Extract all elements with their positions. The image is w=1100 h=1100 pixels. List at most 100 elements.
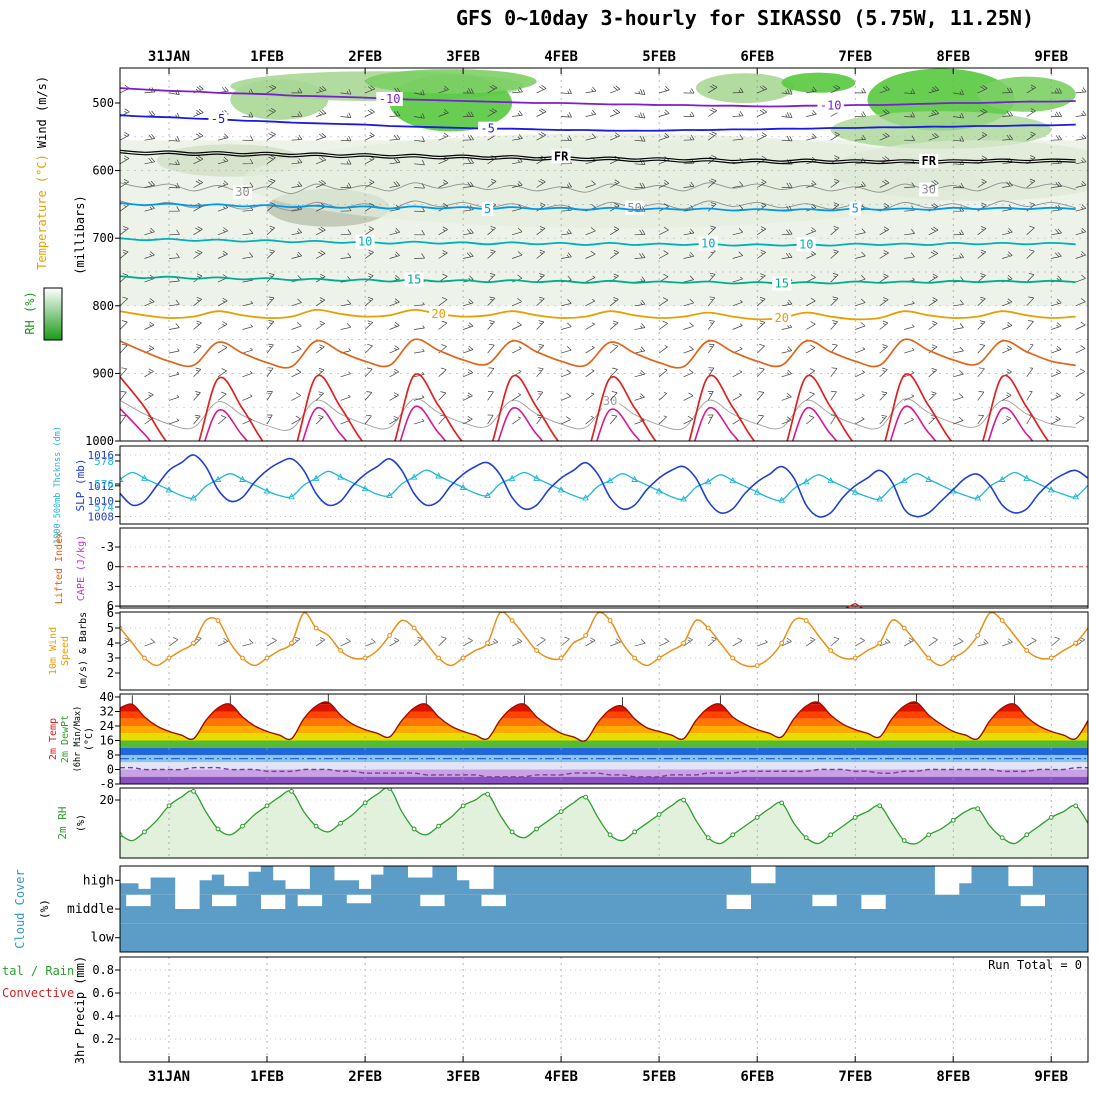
rh-marker	[950, 817, 956, 823]
axis-tick-label: 20	[100, 793, 114, 807]
time-label-top: 7FEB	[838, 49, 872, 65]
temp-band	[120, 701, 1088, 705]
axis-tick-label: 1008	[88, 511, 115, 524]
wind-speed-marker	[926, 655, 932, 661]
rh-shading-blob	[781, 72, 856, 93]
time-label-bottom: 5FEB	[642, 1069, 676, 1085]
wind-speed-marker	[754, 663, 760, 668]
axis-tick-label: 578	[94, 455, 114, 468]
axis-tick-label: 6	[107, 599, 114, 613]
axis-tick-label: 4	[107, 636, 114, 650]
wind-barbs-level-730	[120, 249, 1086, 259]
axis-tick-label: 576	[94, 478, 114, 491]
wind-speed-marker	[1024, 648, 1030, 653]
temp-contour-20	[120, 308, 1076, 321]
dewpoint-line	[120, 766, 1088, 778]
rh-marker	[803, 835, 809, 841]
temp-band	[120, 733, 1088, 741]
ylabel-temperature: Temperature (°C)	[35, 154, 49, 270]
axis-tick-label: 40	[100, 690, 114, 704]
temp-band	[120, 762, 1088, 770]
rh-marker	[926, 832, 932, 838]
axis-tick-label: 800	[92, 299, 114, 313]
wind-speed-marker	[215, 618, 221, 623]
wind-speed-marker	[632, 655, 637, 661]
contour-label: 10	[358, 235, 372, 249]
contour-label: -10	[820, 99, 842, 113]
rh-marker	[877, 803, 883, 809]
axis-tick-label: 5	[107, 621, 114, 635]
rh-marker	[1024, 832, 1030, 838]
contour-label: 30	[921, 183, 935, 197]
wind-barbs-level-835	[120, 320, 1086, 330]
rh-fill	[120, 788, 1088, 858]
temp-contour-15	[120, 275, 1076, 285]
wind-barbs-10m	[120, 636, 1086, 647]
run-total-label: Run Total = 0	[988, 958, 1082, 972]
rh-marker	[191, 788, 196, 794]
wind-barbs-level-485	[120, 84, 1087, 96]
panel-precip	[120, 957, 1088, 1062]
contour-label: 10	[701, 237, 715, 251]
wind-speed-marker	[264, 655, 270, 661]
axis-tick-label: 0	[107, 763, 114, 777]
temp-contour-sfc	[120, 373, 1050, 441]
cloud-row-label: middle	[67, 902, 114, 917]
time-label-top: 9FEB	[1034, 49, 1068, 65]
contour-label-bg	[817, 98, 844, 113]
wind-speed-marker	[289, 640, 294, 646]
panel-2m-temp-border	[119, 693, 1089, 785]
ylabel-cloud-cover: Cloud Cover	[13, 869, 27, 948]
slp-line	[120, 454, 1088, 518]
rh-marker	[411, 826, 417, 832]
wind-speed-marker	[999, 618, 1005, 623]
contour-label: 5	[852, 202, 859, 216]
contour-label-bg	[429, 306, 449, 321]
thickness-markers	[120, 472, 1080, 503]
contour-label-bg	[919, 182, 939, 197]
axis-tick-label: 700	[92, 231, 114, 245]
time-label-top: 31JAN	[148, 49, 190, 65]
time-label-bottom: 8FEB	[936, 1069, 970, 1085]
ylabel-cloud-units: (%)	[38, 899, 51, 919]
time-label-top: 8FEB	[936, 49, 970, 65]
ylabel-degc: (°C)	[84, 727, 95, 751]
wind-speed-marker	[950, 655, 956, 661]
panel-2m-rh	[120, 788, 1088, 858]
wind-speed-marker	[338, 648, 344, 653]
axis-tick-label: 3	[107, 579, 114, 593]
contour-label: 50	[627, 201, 641, 215]
rh-marker	[436, 823, 442, 829]
legend-total-rain: tal / Rain	[2, 964, 74, 978]
panel-li-cape	[120, 528, 1088, 608]
wind-speed-marker	[779, 640, 785, 646]
wind-speed-marker	[411, 625, 417, 631]
rh-marker	[607, 832, 613, 838]
temp-band	[120, 747, 1088, 756]
time-label-bottom: 1FEB	[250, 1069, 284, 1085]
axis-tick-label: 2	[107, 666, 114, 680]
rh-marker	[460, 803, 466, 809]
contour-label: -10	[379, 92, 401, 106]
wind-speed-marker	[1048, 655, 1054, 661]
axis-tick-label: 32	[100, 705, 114, 719]
contour-label-bg	[919, 154, 939, 169]
wind-speed-marker	[730, 655, 736, 661]
temp-band	[120, 769, 1088, 777]
temp-contour-sfc	[120, 338, 1076, 369]
rh-marker	[656, 812, 662, 817]
axis-tick-label: 8	[107, 748, 114, 762]
contour-label: FR	[921, 154, 936, 168]
contour-label-bg	[698, 236, 718, 251]
rh-shading-blob	[977, 76, 1076, 112]
wind-speed-marker	[583, 633, 588, 638]
wind-speed-marker	[828, 648, 834, 653]
time-label-bottom: 7FEB	[838, 1069, 872, 1085]
rh-marker	[975, 806, 981, 812]
temp-contour-10	[120, 237, 1076, 247]
panel-upper-air: 30 30 50 30 -10 -10 -5 -5 FR FR 5 5 10 10 10 15 15 20 20	[120, 68, 1088, 441]
axis-tick-label: 0.8	[92, 963, 114, 977]
time-label-top: 3FEB	[446, 49, 480, 65]
temp-contour--10	[120, 87, 1076, 108]
rh-marker	[215, 826, 221, 832]
